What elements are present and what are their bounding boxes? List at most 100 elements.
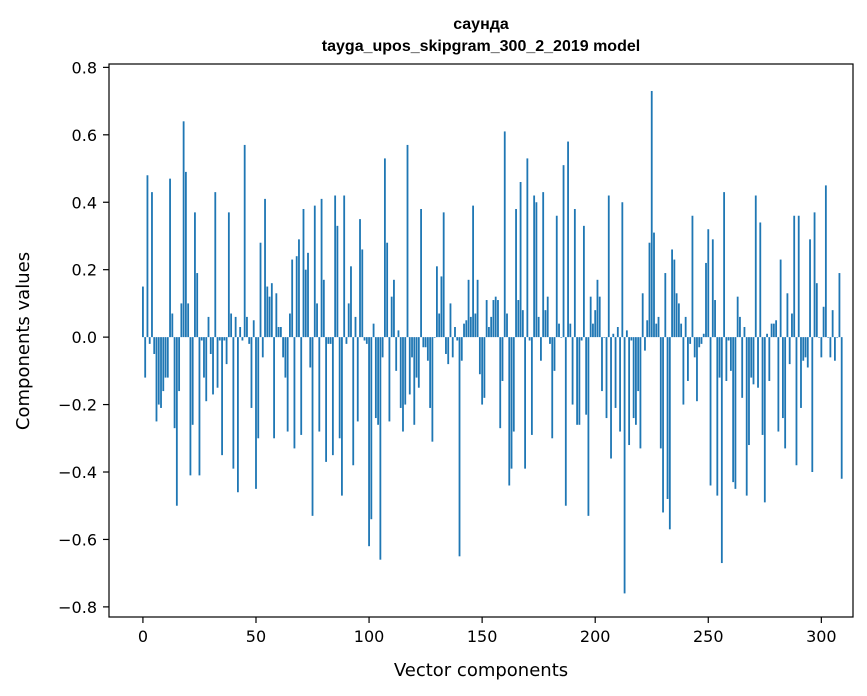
bar-19 bbox=[184, 171, 187, 338]
bar-228 bbox=[657, 316, 660, 338]
bar-302 bbox=[824, 185, 827, 338]
bar-237 bbox=[677, 303, 680, 338]
bar-268 bbox=[748, 337, 750, 446]
bar-197 bbox=[587, 337, 590, 516]
bar-98 bbox=[363, 337, 366, 341]
bar-114 bbox=[399, 337, 402, 408]
bar-121 bbox=[415, 337, 418, 378]
bar-276 bbox=[766, 333, 768, 338]
bar-164 bbox=[512, 337, 515, 432]
bar-215 bbox=[628, 337, 631, 446]
bar-189 bbox=[569, 323, 572, 338]
bar-264 bbox=[739, 316, 741, 338]
bar-56 bbox=[268, 296, 271, 338]
bar-295 bbox=[809, 239, 811, 338]
bar-184 bbox=[558, 323, 560, 338]
bar-190 bbox=[571, 337, 574, 405]
bar-186 bbox=[562, 165, 565, 338]
y-tick-label: −0.4 bbox=[58, 463, 97, 482]
bar-105 bbox=[379, 337, 382, 560]
bar-112 bbox=[395, 337, 398, 371]
bar-152 bbox=[485, 300, 488, 338]
bar-145 bbox=[469, 316, 472, 338]
bar-291 bbox=[800, 337, 802, 408]
bar-216 bbox=[630, 337, 633, 341]
bar-202 bbox=[598, 296, 601, 338]
bar-201 bbox=[596, 279, 599, 338]
bar-181 bbox=[551, 337, 554, 439]
bar-28 bbox=[205, 337, 208, 402]
y-tick-label: 0.4 bbox=[72, 193, 97, 212]
bar-32 bbox=[214, 192, 217, 338]
bar-12 bbox=[169, 178, 171, 338]
bar-282 bbox=[779, 259, 782, 338]
bar-153 bbox=[488, 327, 490, 338]
bar-103 bbox=[374, 337, 377, 419]
bar-260 bbox=[729, 337, 732, 371]
bar-221 bbox=[641, 293, 644, 338]
bar-171 bbox=[528, 337, 531, 341]
bar-246 bbox=[698, 337, 701, 348]
bar-7 bbox=[157, 337, 160, 405]
bar-21 bbox=[189, 337, 192, 476]
bar-15 bbox=[175, 337, 178, 506]
bar-84 bbox=[331, 337, 334, 456]
bar-106 bbox=[381, 337, 384, 358]
y-axis-label: Components values bbox=[13, 252, 34, 430]
bar-38 bbox=[227, 212, 230, 338]
bar-88 bbox=[341, 337, 343, 496]
bar-305 bbox=[831, 310, 834, 338]
x-axis: 0 50 100 150 200 250 300 bbox=[138, 617, 837, 646]
bar-16 bbox=[178, 337, 181, 392]
bar-204 bbox=[603, 337, 606, 338]
bar-298 bbox=[815, 283, 818, 338]
bar-170 bbox=[526, 158, 529, 338]
bar-25 bbox=[198, 337, 201, 476]
bar-86 bbox=[336, 225, 339, 338]
bar-30 bbox=[209, 337, 212, 354]
bar-series bbox=[142, 90, 843, 594]
bar-166 bbox=[517, 300, 520, 338]
bar-187 bbox=[564, 337, 567, 506]
bar-209 bbox=[614, 337, 617, 408]
bar-104 bbox=[377, 337, 380, 425]
bar-306 bbox=[834, 337, 836, 361]
bar-109 bbox=[388, 337, 391, 422]
bar-231 bbox=[664, 273, 667, 338]
bar-43 bbox=[239, 327, 242, 338]
bar-191 bbox=[573, 208, 576, 338]
bar-281 bbox=[777, 337, 780, 432]
bar-211 bbox=[619, 337, 621, 432]
bar-271 bbox=[754, 195, 757, 338]
bar-293 bbox=[804, 337, 807, 358]
bar-65 bbox=[289, 313, 291, 338]
bar-269 bbox=[750, 337, 753, 378]
bar-133 bbox=[442, 212, 445, 338]
bar-173 bbox=[533, 195, 536, 338]
bar-146 bbox=[472, 205, 474, 338]
bar-91 bbox=[347, 303, 350, 338]
bar-218 bbox=[635, 337, 637, 425]
bar-113 bbox=[397, 330, 400, 338]
bar-252 bbox=[711, 239, 714, 338]
bar-89 bbox=[343, 195, 346, 338]
bar-110 bbox=[390, 296, 393, 338]
bar-60 bbox=[277, 327, 280, 338]
bar-130 bbox=[436, 266, 438, 338]
bar-176 bbox=[540, 337, 542, 361]
y-tick-label: −0.6 bbox=[58, 530, 97, 549]
bar-22 bbox=[191, 337, 194, 425]
bar-128 bbox=[431, 337, 434, 442]
bar-254 bbox=[716, 337, 719, 496]
bar-5 bbox=[153, 337, 156, 354]
bar-213 bbox=[623, 337, 626, 594]
bar-182 bbox=[553, 337, 556, 371]
bar-123 bbox=[420, 208, 422, 338]
bar-296 bbox=[811, 337, 814, 473]
bar-45 bbox=[243, 144, 246, 338]
plot-frame bbox=[108, 63, 854, 618]
bar-115 bbox=[402, 337, 404, 432]
bar-52 bbox=[259, 242, 262, 338]
bar-122 bbox=[417, 337, 420, 388]
bar-239 bbox=[682, 337, 685, 405]
